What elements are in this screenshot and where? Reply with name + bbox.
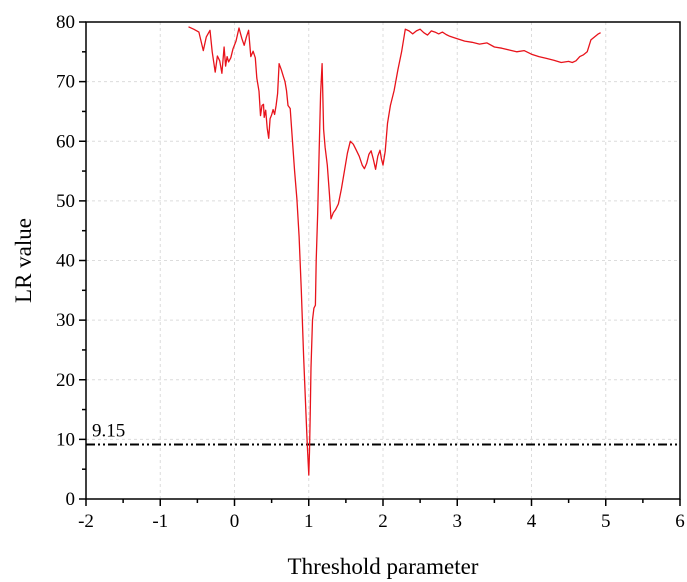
y-tick-label: 80 (56, 12, 75, 33)
y-tick-label: 40 (56, 251, 75, 272)
x-tick-label: 6 (675, 511, 685, 532)
x-tick-label: 0 (230, 511, 240, 532)
x-tick-label: 5 (601, 511, 611, 532)
y-tick-label: 50 (56, 191, 75, 212)
x-tick-label: 2 (378, 511, 388, 532)
grid (86, 22, 680, 499)
axis-ticks (79, 21, 681, 506)
x-tick-label: 3 (453, 511, 463, 532)
y-tick-label: 0 (66, 489, 76, 510)
y-tick-label: 30 (56, 310, 75, 331)
x-axis-title: Threshold parameter (288, 554, 479, 579)
y-tick-label: 10 (56, 429, 75, 450)
y-axis-title: LR value (11, 218, 36, 303)
y-tick-label: 70 (56, 72, 75, 93)
plot-frame (85, 21, 681, 500)
x-tick-label: -1 (152, 511, 168, 532)
series-line (188, 26, 601, 476)
reference-line-label: 9.15 (92, 420, 125, 441)
x-tick-label: 4 (527, 511, 537, 532)
x-tick-label: -2 (78, 511, 94, 532)
x-tick-label: 1 (304, 511, 314, 532)
y-tick-label: 20 (56, 370, 75, 391)
y-tick-label: 60 (56, 131, 75, 152)
